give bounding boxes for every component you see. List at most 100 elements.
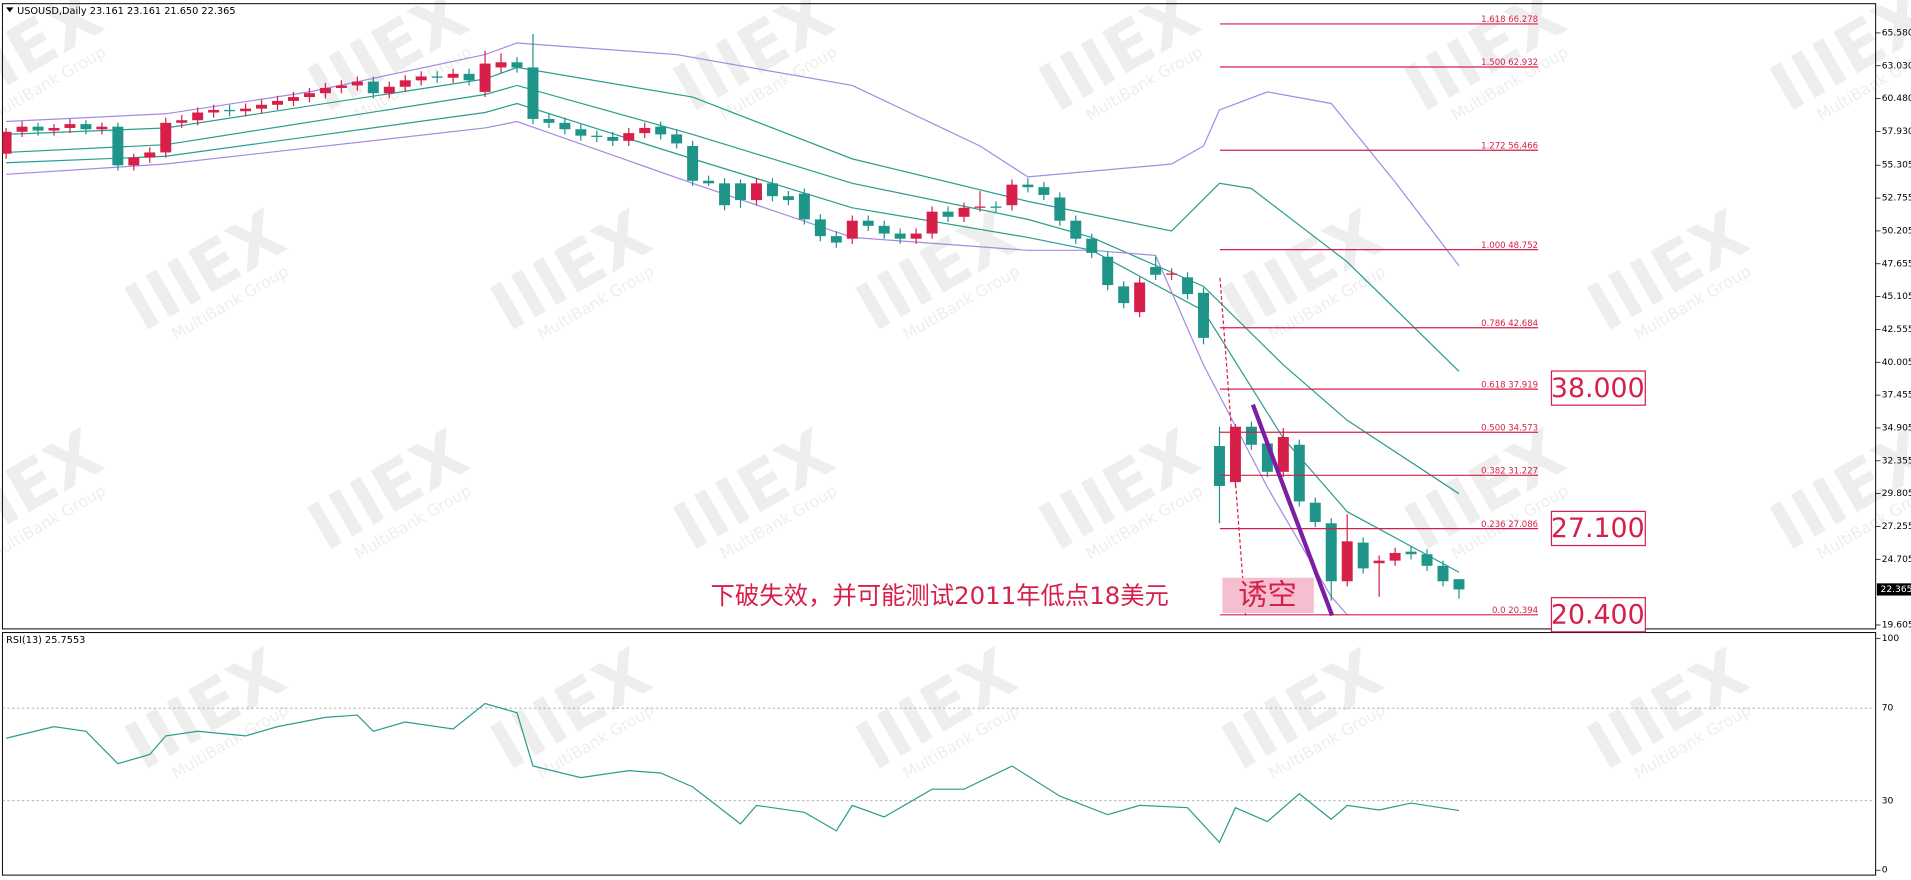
band-line xyxy=(6,42,1460,267)
y-tick-label: 0 xyxy=(1882,866,1888,876)
candle-body xyxy=(1341,541,1353,582)
fib-price: 48.752 xyxy=(1508,240,1538,250)
candle-body xyxy=(990,206,1002,208)
fib-label: 0.618 37.919 xyxy=(1481,380,1538,390)
candle-body xyxy=(48,127,60,131)
candle-body xyxy=(1245,426,1257,445)
candle-body xyxy=(415,76,427,81)
candle-body xyxy=(479,63,491,92)
y-tick-label: 19.605 xyxy=(1882,620,1911,630)
candle-body xyxy=(1054,197,1066,221)
candle-body xyxy=(575,129,587,136)
menu-arrow[interactable] xyxy=(6,7,14,13)
candle-body xyxy=(431,76,443,78)
candle-body xyxy=(32,126,44,131)
candle-body xyxy=(1150,267,1162,275)
candle-body xyxy=(798,193,810,220)
fib-ratio: 1.618 xyxy=(1481,15,1505,25)
y-tick-label: 63.030 xyxy=(1882,61,1911,71)
candle-body xyxy=(766,183,778,197)
candle-body xyxy=(1134,282,1146,313)
candle-body xyxy=(910,233,922,239)
fib-anchor xyxy=(1219,277,1247,616)
fib-price: 37.919 xyxy=(1508,380,1538,390)
y-tick-label: 57.930 xyxy=(1882,127,1911,137)
trend-line xyxy=(1250,403,1335,617)
fib-label: 1.618 66.278 xyxy=(1481,15,1538,25)
main-plot: 1.618 66.278 1.500 62.932 1.272 56.466 1.00… xyxy=(2,15,1539,615)
fib-ratio: 1.000 xyxy=(1481,240,1505,250)
candle-body xyxy=(958,207,970,217)
y-tick-label: 37.455 xyxy=(1882,391,1911,401)
band-line xyxy=(6,84,1460,495)
rsi-plot xyxy=(2,702,1876,844)
candle-body xyxy=(671,134,683,144)
candle-body xyxy=(1213,446,1225,486)
candle-body xyxy=(607,136,619,141)
rsi-panel xyxy=(1,632,1877,876)
annotation-box xyxy=(1222,577,1314,614)
y-tick-label: 42.555 xyxy=(1882,325,1911,335)
candle-body xyxy=(64,124,76,128)
candle-body xyxy=(1102,256,1114,286)
candle-body xyxy=(735,183,746,201)
candle-body xyxy=(160,122,172,153)
candle-body xyxy=(1070,220,1082,239)
candle-body xyxy=(80,124,92,130)
candle-body xyxy=(176,120,188,123)
candle-body xyxy=(894,233,906,239)
candle-body xyxy=(1277,437,1289,472)
annotation-box-text: 诱空 xyxy=(1238,578,1297,612)
fib-label: 0.786 42.684 xyxy=(1481,318,1538,328)
fib-price: 34.573 xyxy=(1508,423,1538,433)
candle-body xyxy=(703,180,715,184)
candle-body xyxy=(144,152,156,158)
rsi-line xyxy=(5,702,1460,844)
candle-body xyxy=(112,126,124,166)
candle-body xyxy=(1453,579,1465,590)
candle-body xyxy=(287,97,299,101)
candle-body xyxy=(655,126,667,135)
candle-body xyxy=(1421,554,1433,566)
fib-ratio: 0.0 xyxy=(1492,605,1506,615)
fib-ratio: 0.500 xyxy=(1481,423,1505,433)
fib-label: 0.0 20.394 xyxy=(1492,605,1538,615)
candle-body xyxy=(128,157,140,166)
candle-body xyxy=(623,133,635,141)
candle-body xyxy=(1118,286,1130,304)
candle-body xyxy=(862,220,874,226)
fib-price: 27.086 xyxy=(1508,519,1538,529)
candle-body xyxy=(96,126,108,130)
candle-body xyxy=(367,81,379,94)
y-tick-label: 60.480 xyxy=(1882,94,1911,104)
target-box xyxy=(1550,510,1646,547)
fib-label: 0.382 31.227 xyxy=(1481,466,1538,476)
y-tick-label: 70 xyxy=(1882,704,1894,714)
fib-label: 0.500 34.573 xyxy=(1481,423,1538,433)
candle-body xyxy=(830,236,842,243)
y-tick-label: 45.105 xyxy=(1882,292,1911,302)
candle-body xyxy=(814,219,826,237)
fib-ratio: 1.500 xyxy=(1481,58,1505,68)
y-tick-label: 65.580 xyxy=(1882,28,1911,38)
target-label: 27.100 xyxy=(1551,513,1645,544)
candle-body xyxy=(782,196,794,201)
candle-body xyxy=(1182,277,1194,295)
target-label: 38.000 xyxy=(1551,373,1645,404)
candle-body xyxy=(1389,552,1401,561)
candle-body xyxy=(16,126,28,132)
candle-body xyxy=(192,112,204,121)
candle-body xyxy=(1229,426,1241,483)
annotation: 下破失效，并可能测试2011年低点18美元 xyxy=(711,581,1169,610)
fib-price: 42.684 xyxy=(1508,318,1538,328)
fib-ratio: 0.618 xyxy=(1481,380,1505,390)
fib-ratio: 0.236 xyxy=(1481,519,1505,529)
candle-body xyxy=(1166,273,1178,275)
y-tick-label: 24.705 xyxy=(1882,555,1911,565)
candle-body xyxy=(240,108,252,112)
candle-body xyxy=(1086,238,1098,253)
candle-body xyxy=(1309,502,1321,523)
y-tick-label: 40.005 xyxy=(1882,358,1911,368)
